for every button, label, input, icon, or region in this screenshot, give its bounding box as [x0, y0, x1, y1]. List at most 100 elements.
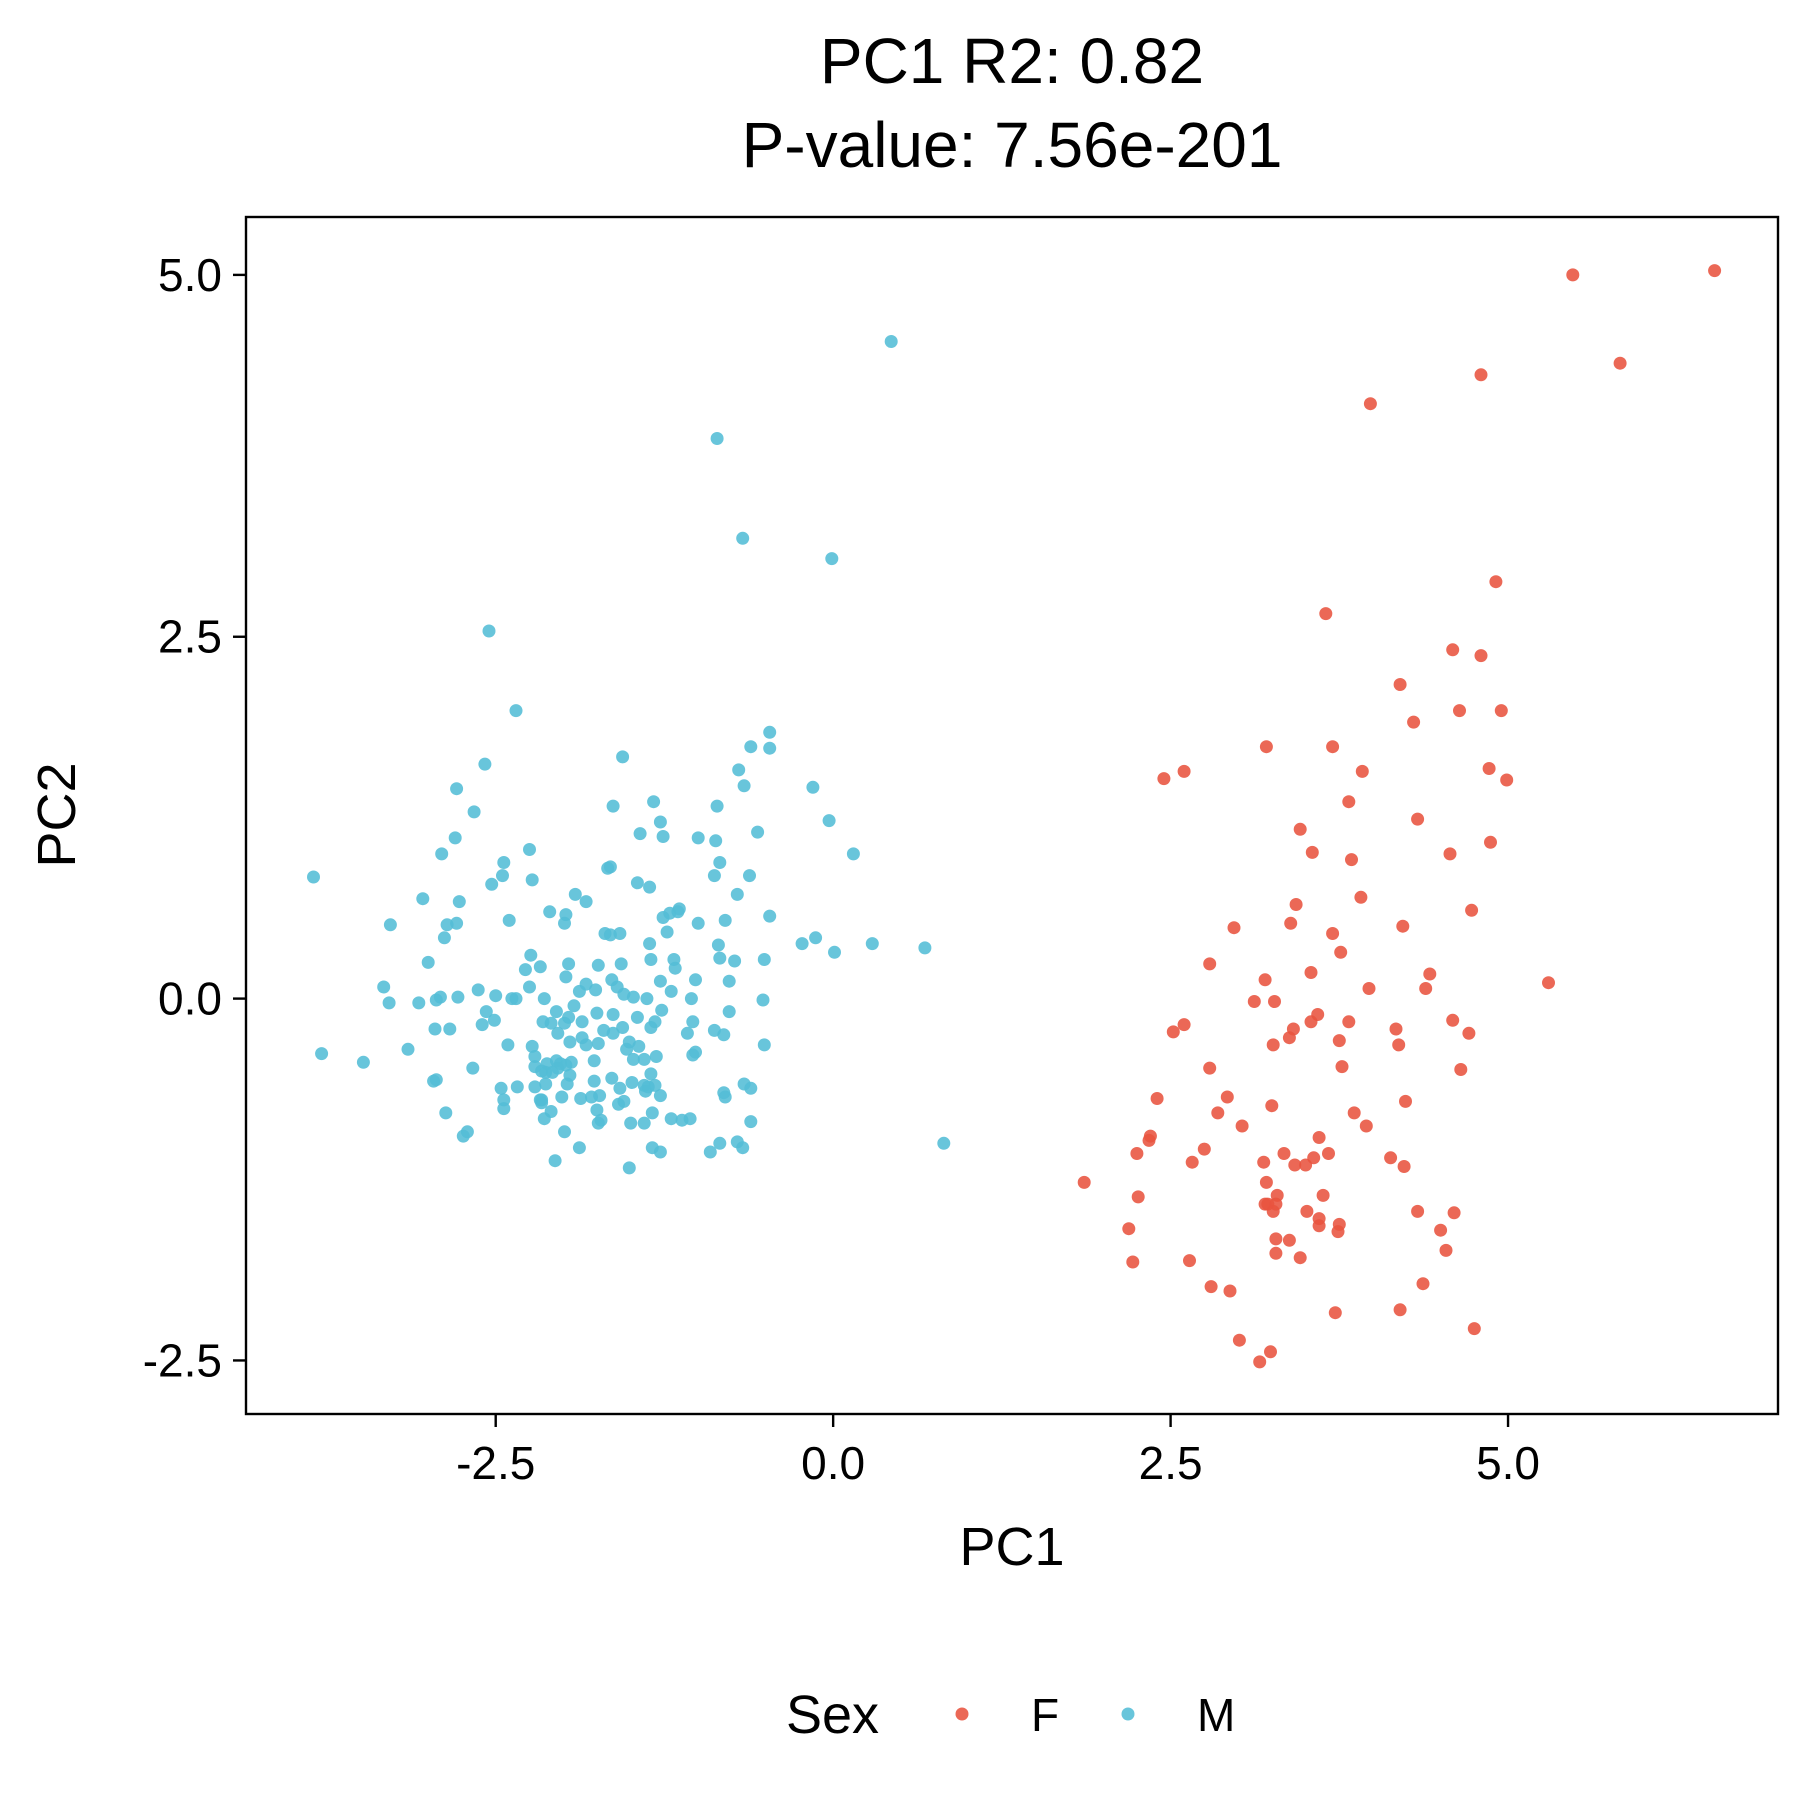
- chart-title-line-2: P-value: 7.56e-201: [742, 109, 1283, 181]
- data-point-f: [1203, 957, 1217, 971]
- data-point-m: [421, 955, 435, 969]
- data-point-m: [633, 827, 647, 841]
- y-tick-label: 2.5: [158, 611, 222, 663]
- data-point-f: [1288, 1158, 1302, 1172]
- data-point-f: [1203, 1061, 1217, 1075]
- data-point-m: [524, 948, 538, 962]
- x-axis-title: PC1: [959, 1517, 1064, 1577]
- data-point-m: [846, 847, 860, 861]
- data-point-m: [554, 1057, 567, 1071]
- data-point-m: [722, 1005, 736, 1019]
- data-point-m: [589, 983, 603, 997]
- data-point-m: [497, 1102, 511, 1116]
- data-point-f: [1335, 1060, 1349, 1074]
- data-point-f: [1265, 1099, 1279, 1113]
- x-tick-label: 5.0: [1476, 1437, 1540, 1489]
- data-point-m: [525, 1039, 539, 1053]
- data-point-m: [825, 552, 839, 566]
- data-point-f: [1266, 1204, 1280, 1218]
- data-point-f: [1328, 1306, 1342, 1320]
- data-point-m: [439, 1106, 453, 1120]
- data-point-m: [568, 887, 582, 901]
- data-point-f: [1326, 927, 1340, 940]
- data-point-m: [428, 1022, 442, 1036]
- data-point-m: [722, 974, 736, 988]
- data-point-m: [730, 887, 744, 901]
- data-point-m: [647, 795, 661, 809]
- data-point-m: [717, 1028, 731, 1042]
- data-point-f: [1355, 764, 1369, 778]
- data-point-m: [884, 335, 898, 348]
- data-point-m: [744, 1115, 758, 1129]
- data-point-m: [612, 1097, 625, 1111]
- data-point-f: [1204, 1280, 1218, 1294]
- data-point-m: [579, 1038, 593, 1052]
- data-point-m: [435, 847, 449, 861]
- data-point-m: [560, 1077, 574, 1091]
- data-point-m: [497, 856, 511, 869]
- data-point-f: [1131, 1190, 1145, 1204]
- data-point-f: [1416, 1277, 1430, 1291]
- data-point-f: [1500, 773, 1514, 787]
- data-point-m: [625, 1076, 639, 1089]
- data-point-m: [505, 992, 519, 1006]
- data-point-m: [744, 1081, 758, 1095]
- y-tick-label: -2.5: [143, 1334, 222, 1386]
- data-point-m: [751, 825, 765, 839]
- data-point-m: [756, 993, 770, 1007]
- y-tick-label: 0.0: [158, 973, 222, 1025]
- data-point-m: [452, 895, 466, 909]
- data-point-m: [585, 1090, 598, 1104]
- data-point-m: [649, 1050, 663, 1063]
- data-point-f: [1142, 1133, 1156, 1147]
- data-point-m: [383, 918, 397, 932]
- data-point-m: [713, 856, 727, 869]
- data-point-f: [1247, 995, 1261, 1008]
- data-point-f: [1300, 1204, 1314, 1218]
- data-point-f: [1235, 1119, 1249, 1133]
- data-point-f: [1354, 890, 1368, 904]
- data-point-f: [1482, 762, 1496, 775]
- chart-title: PC1 R2: 0.82 P-value: 7.56e-201: [742, 25, 1283, 181]
- data-point-f: [1122, 1222, 1136, 1236]
- data-point-m: [489, 989, 503, 1003]
- data-point-m: [572, 1141, 586, 1155]
- data-point-f: [1334, 945, 1348, 959]
- data-point-m: [450, 782, 464, 796]
- data-point-m: [737, 779, 751, 793]
- data-point-f: [1453, 704, 1466, 718]
- chart-title-line-1: PC1 R2: 0.82: [820, 25, 1204, 97]
- data-point-m: [601, 861, 615, 875]
- data-point-f: [1227, 921, 1241, 935]
- data-point-m: [502, 913, 516, 927]
- data-point-m: [660, 925, 674, 939]
- data-point-m: [377, 980, 391, 994]
- x-tick-label: -2.5: [456, 1437, 535, 1489]
- data-point-m: [736, 1141, 750, 1155]
- data-point-f: [1467, 1322, 1481, 1336]
- data-point-f: [1289, 898, 1303, 911]
- data-point-m: [590, 1006, 604, 1020]
- data-point-f: [1316, 1188, 1330, 1202]
- data-point-f: [1566, 268, 1580, 282]
- data-point-m: [549, 1005, 563, 1019]
- data-point-f: [1399, 1094, 1412, 1108]
- data-point-m: [616, 1021, 630, 1034]
- data-point-m: [937, 1136, 951, 1150]
- data-point-m: [653, 974, 667, 988]
- data-point-f: [1396, 919, 1410, 933]
- data-point-f: [1613, 356, 1627, 370]
- data-point-m: [728, 954, 742, 968]
- data-point-f: [1150, 1092, 1164, 1105]
- data-point-f: [1259, 740, 1273, 754]
- data-point-m: [763, 909, 777, 923]
- data-point-f: [1220, 1090, 1234, 1104]
- data-point-m: [713, 1136, 727, 1150]
- data-point-m: [548, 1154, 562, 1168]
- data-point-f: [1359, 1119, 1373, 1133]
- data-point-m: [606, 799, 620, 813]
- data-point-f: [1259, 1175, 1273, 1189]
- data-point-m: [440, 918, 454, 932]
- data-point-f: [1439, 1243, 1453, 1257]
- data-point-m: [416, 892, 430, 906]
